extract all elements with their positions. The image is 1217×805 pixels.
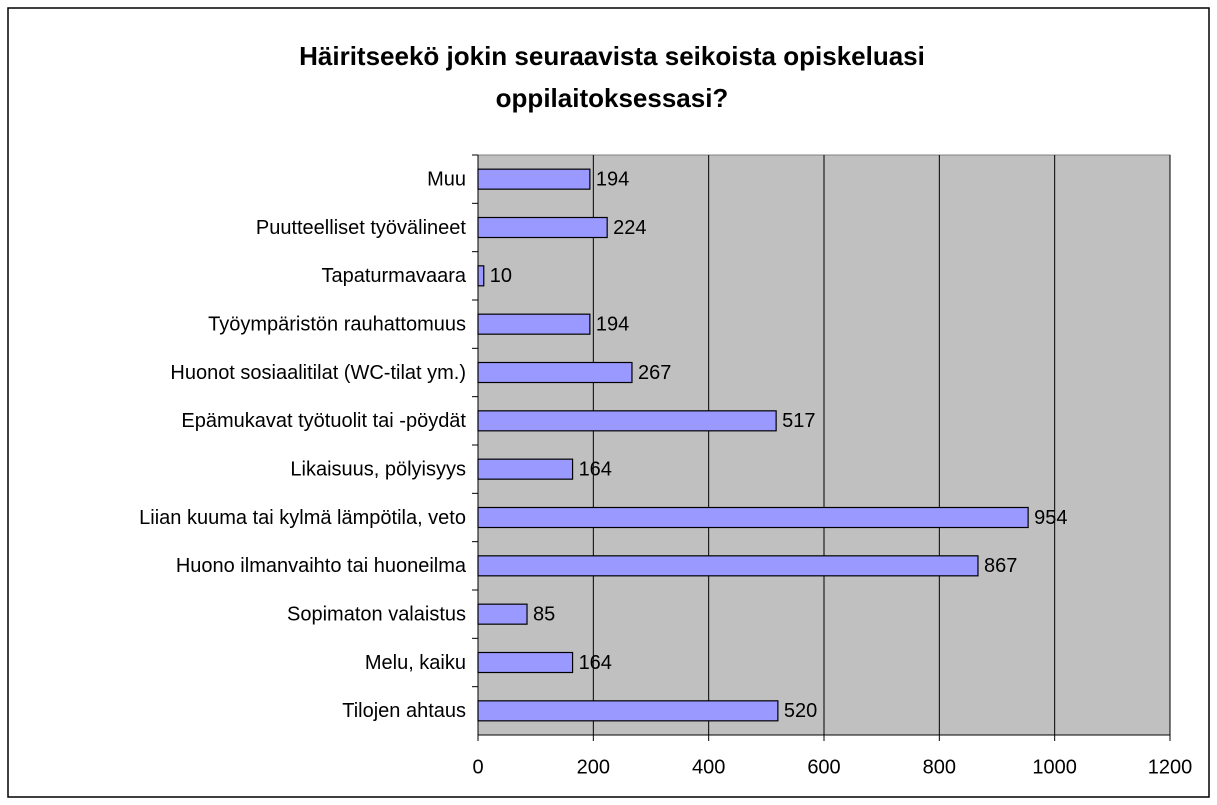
y-tick-label: Likaisuus, pölyisyys bbox=[290, 458, 466, 480]
value-label: 194 bbox=[596, 168, 629, 190]
y-tick-label: Puutteelliset työvälineet bbox=[256, 217, 467, 239]
x-tick-label: 1200 bbox=[1148, 756, 1193, 778]
y-tick-label: Melu, kaiku bbox=[365, 652, 466, 674]
x-tick-label: 200 bbox=[577, 756, 610, 778]
value-label: 194 bbox=[596, 313, 629, 335]
value-label: 267 bbox=[638, 362, 671, 384]
y-tick-label: Liian kuuma tai kylmä lämpötila, veto bbox=[139, 507, 466, 529]
bar bbox=[477, 410, 777, 432]
bar bbox=[477, 216, 608, 239]
chart-title: Häiritseekö jokin seuraavista seikoista … bbox=[299, 41, 925, 71]
y-tick-label: Huonot sosiaalitilat (WC-tilat ym.) bbox=[170, 362, 466, 384]
value-label: 10 bbox=[490, 265, 512, 287]
bar bbox=[477, 265, 485, 287]
y-tick-label: Huono ilmanvaihto tai huoneilma bbox=[176, 555, 467, 577]
value-label: 224 bbox=[613, 217, 646, 239]
value-label: 164 bbox=[579, 652, 612, 674]
value-label: 867 bbox=[984, 555, 1017, 577]
bar bbox=[477, 361, 633, 384]
bar bbox=[477, 506, 1029, 529]
y-tick-label: Muu bbox=[427, 168, 466, 190]
x-tick-label: 0 bbox=[472, 756, 483, 778]
y-tick-label: Sopimaton valaistus bbox=[287, 603, 466, 625]
x-tick-label: 1000 bbox=[1032, 756, 1077, 778]
value-label: 517 bbox=[782, 410, 815, 432]
y-tick-label: Työympäristön rauhattomuus bbox=[208, 313, 466, 335]
bar bbox=[477, 168, 591, 190]
bar bbox=[477, 555, 979, 577]
x-tick-label: 800 bbox=[923, 756, 956, 778]
bar bbox=[477, 651, 574, 674]
value-label: 164 bbox=[579, 458, 612, 480]
value-label: 85 bbox=[533, 603, 555, 625]
x-tick-label: 400 bbox=[692, 756, 725, 778]
bar bbox=[477, 313, 591, 335]
bar bbox=[477, 700, 779, 722]
value-label: 520 bbox=[784, 700, 817, 722]
bar bbox=[477, 458, 574, 480]
bar bbox=[477, 603, 528, 625]
y-tick-label: Tapaturmavaara bbox=[321, 265, 466, 287]
y-tick-label: Tilojen ahtaus bbox=[342, 700, 466, 722]
chart-title: oppilaitoksessasi? bbox=[496, 83, 729, 113]
x-tick-label: 600 bbox=[807, 756, 840, 778]
value-label: 954 bbox=[1034, 507, 1067, 529]
y-tick-label: Epämukavat työtuolit tai -pöydät bbox=[181, 410, 466, 432]
